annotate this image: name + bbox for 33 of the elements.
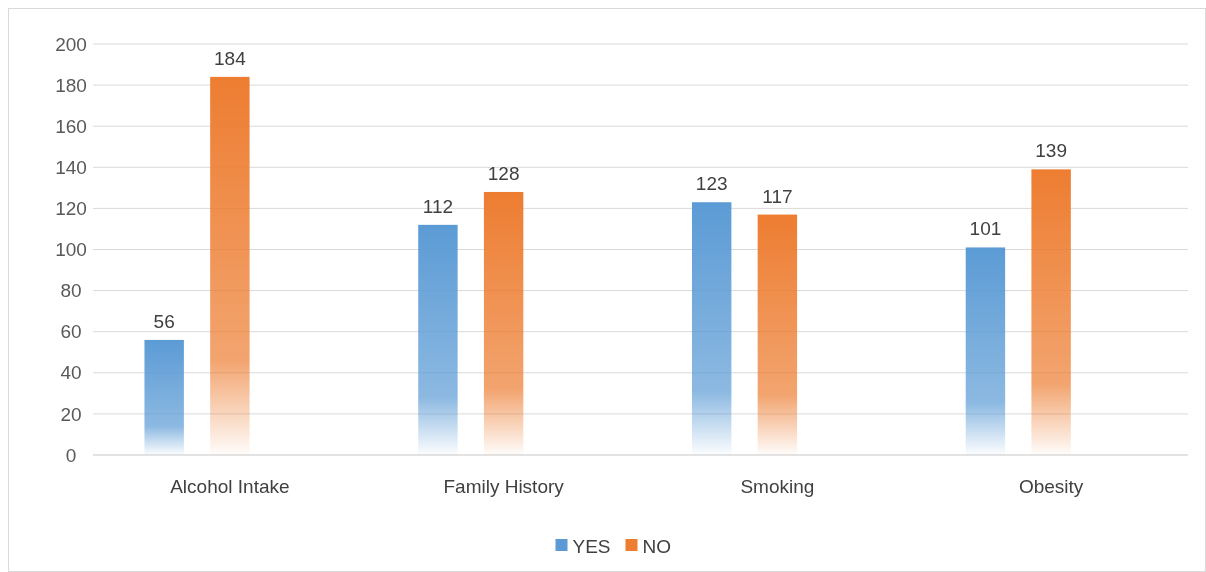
y-tick-label: 180 bbox=[55, 74, 87, 96]
y-tick-label: 200 bbox=[55, 33, 87, 55]
bar bbox=[144, 339, 184, 455]
data-label: 117 bbox=[762, 185, 793, 207]
y-tick-label: 0 bbox=[65, 444, 77, 466]
data-label: 139 bbox=[1035, 140, 1067, 162]
bar bbox=[1031, 169, 1071, 455]
data-label: 184 bbox=[214, 47, 247, 69]
bar bbox=[757, 214, 798, 455]
data-label: 101 bbox=[969, 218, 1002, 240]
bar bbox=[210, 76, 250, 455]
legend-label: NO bbox=[642, 535, 671, 557]
legend-label: YES bbox=[572, 535, 611, 557]
data-label: 123 bbox=[695, 173, 728, 195]
y-tick-label: 120 bbox=[55, 198, 87, 220]
y-tick-label: 160 bbox=[55, 115, 87, 137]
y-tick-label: 40 bbox=[60, 362, 82, 384]
bar bbox=[483, 191, 524, 455]
y-tick-label: 60 bbox=[60, 321, 82, 343]
y-tick-label: 140 bbox=[55, 156, 87, 178]
x-tick-label: Family History bbox=[443, 476, 565, 497]
data-label: 128 bbox=[487, 162, 520, 184]
data-label: 112 bbox=[422, 195, 454, 217]
x-tick-label: Obesity bbox=[1018, 476, 1084, 497]
bar bbox=[418, 224, 458, 455]
data-label: 56 bbox=[153, 310, 175, 332]
x-tick-label: Alcohol Intake bbox=[170, 476, 290, 497]
y-tick-label: 100 bbox=[55, 239, 87, 261]
y-tick-label: 80 bbox=[60, 280, 82, 302]
bar bbox=[691, 202, 732, 455]
y-tick-label: 20 bbox=[60, 403, 82, 425]
bar bbox=[965, 247, 1006, 455]
x-tick-label: Smoking bbox=[740, 476, 815, 497]
